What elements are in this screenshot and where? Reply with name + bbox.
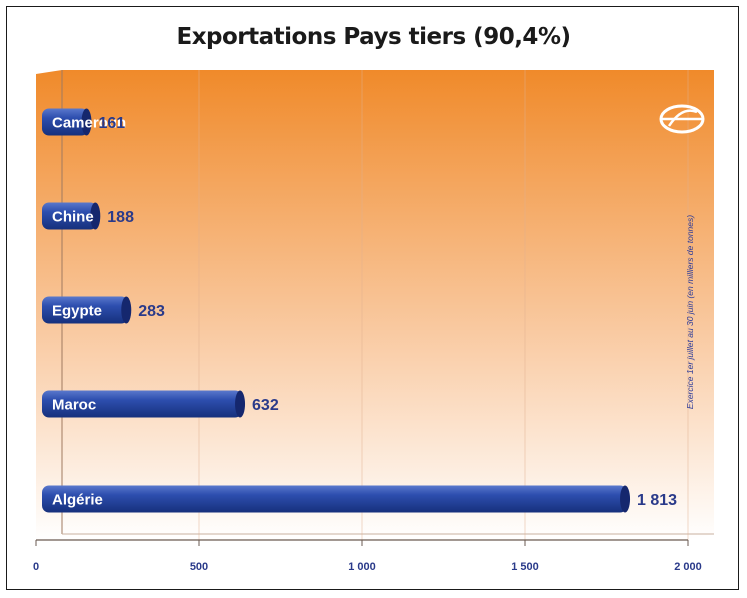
x-tick-label: 1 000 xyxy=(348,561,376,573)
note-text: Exercice 1er juillet au 30 juin (en mill… xyxy=(685,214,695,410)
bar xyxy=(42,108,89,136)
bar-group: Egypte 283 xyxy=(42,296,165,324)
olive-oil-logo-icon xyxy=(659,104,705,134)
chart-title: Exportations Pays tiers (90,4%) xyxy=(176,24,572,50)
value-label: 1 813 xyxy=(637,492,677,509)
bar xyxy=(42,390,243,418)
bar xyxy=(42,485,628,513)
value-label: 283 xyxy=(138,303,165,320)
bar-group: Chine 188 xyxy=(42,202,134,230)
bar xyxy=(42,202,98,230)
bar-end-cap xyxy=(235,390,246,418)
bar-end-cap xyxy=(620,485,631,513)
x-tick-label: 2 000 xyxy=(674,561,702,573)
category-label: Algérie xyxy=(52,492,103,509)
bar-end-cap xyxy=(81,108,92,136)
plot-area xyxy=(36,70,714,540)
bar-end-cap xyxy=(90,202,101,230)
category-label: Egypte xyxy=(52,303,102,320)
category-label: Cameroun xyxy=(52,115,126,132)
category-label: Maroc xyxy=(52,397,96,414)
category-label: Chine xyxy=(52,209,94,226)
x-tick-label: 0 xyxy=(33,561,39,573)
bar-group: Maroc 632 xyxy=(42,390,279,418)
value-label: 632 xyxy=(252,397,279,414)
x-tick-label: 1 500 xyxy=(511,561,539,573)
x-tick-label: 500 xyxy=(190,561,208,573)
value-label: 188 xyxy=(107,209,134,226)
bar-end-cap xyxy=(121,296,132,324)
bar xyxy=(42,296,129,324)
value-label: 161 xyxy=(98,115,125,132)
bar-group: Algérie 1 813 xyxy=(42,485,677,513)
